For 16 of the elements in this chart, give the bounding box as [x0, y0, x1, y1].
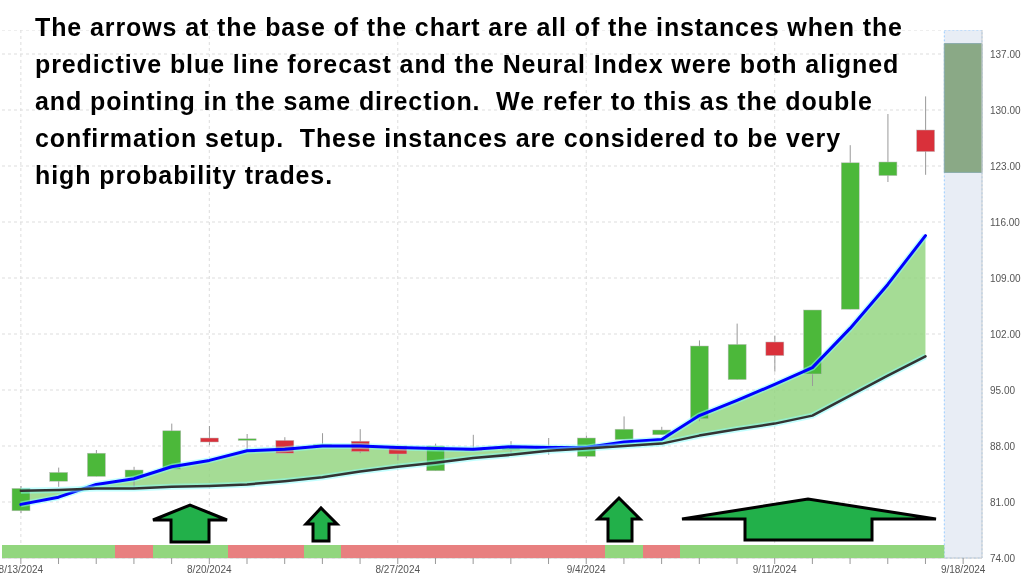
y-tick-label: 137.00 [990, 48, 1022, 60]
x-tick-label: 9/4/2024 [566, 564, 607, 576]
y-tick-label: 130.00 [990, 104, 1022, 116]
y-tick-label: 109.00 [990, 272, 1022, 284]
y-tick-label: 102.00 [990, 328, 1022, 340]
x-tick-label: 9/18/2024 [940, 564, 986, 576]
x-tick-label: 8/27/2024 [375, 564, 421, 576]
y-tick-label: 95.00 [990, 384, 1016, 396]
x-tick-label: 8/20/2024 [187, 564, 232, 576]
y-tick-label: 88.00 [990, 440, 1016, 452]
x-tick-label: 9/11/2024 [752, 564, 797, 576]
y-tick-label: 116.00 [990, 216, 1021, 228]
y-tick-label: 81.00 [990, 496, 1016, 508]
y-tick-label: 74.00 [990, 552, 1016, 564]
y-tick-label: 123.00 [990, 160, 1022, 172]
annotation: The arrows at the base of the chart are all of the instances when the predictive blue line forecast and the Neural Index were both aligned and pointing in the same direction. We refer to this as the double confirmation setup. These instances are considered to be very high probability trades. [35, 12, 904, 191]
